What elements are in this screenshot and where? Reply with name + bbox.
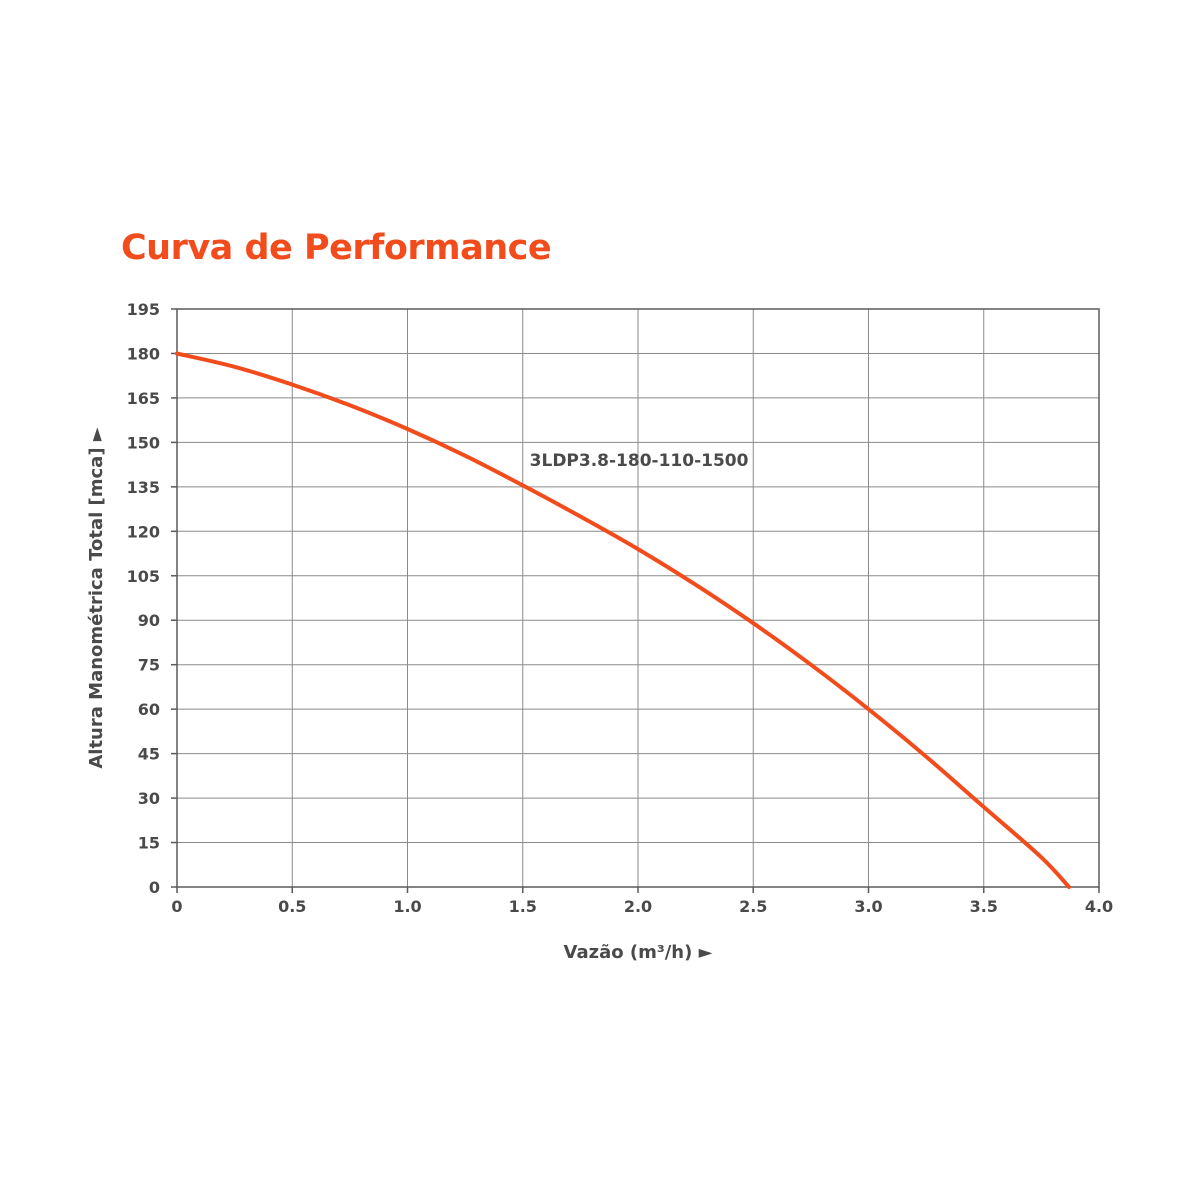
x-axis-ticks: 0 0.5 1.0 1.5 2.0 2.5 3.0 3.5 4.0 xyxy=(171,887,1113,916)
x-tick-label-3: 1.5 xyxy=(509,897,537,916)
x-axis-label: Vazão (m³/h) ► xyxy=(564,942,713,963)
x-tick-label-7: 3.5 xyxy=(970,897,998,916)
x-tick-label-2: 1.0 xyxy=(393,897,421,916)
y-tick-label-6: 90 xyxy=(138,611,160,630)
x-tick-label-6: 3.0 xyxy=(854,897,882,916)
y-tick-label-12: 180 xyxy=(127,344,160,363)
x-tick-label-5: 2.5 xyxy=(739,897,767,916)
x-tick-label-1: 0.5 xyxy=(278,897,306,916)
x-tick-label-8: 4.0 xyxy=(1085,897,1113,916)
y-tick-label-2: 30 xyxy=(138,789,160,808)
y-tick-label-0: 0 xyxy=(149,878,160,897)
y-tick-label-5: 75 xyxy=(138,656,160,675)
grid xyxy=(176,308,1100,888)
y-tick-label-11: 165 xyxy=(127,389,160,408)
series-label: 3LDP3.8-180-110-1500 xyxy=(530,451,749,471)
y-tick-label-9: 135 xyxy=(127,478,160,497)
plot-frame xyxy=(176,308,1100,888)
y-tick-label-7: 105 xyxy=(127,567,160,586)
y-tick-label-3: 45 xyxy=(138,745,160,764)
y-axis-label: Altura Manométrica Total [mca] ► xyxy=(86,427,107,768)
x-tick-label-4: 2.0 xyxy=(624,897,652,916)
x-tick-label-0: 0 xyxy=(171,897,182,916)
y-tick-label-13: 195 xyxy=(127,300,160,319)
y-axis-ticks: 0 15 30 45 60 75 90 105 120 135 150 165 180 195 xyxy=(127,300,177,897)
y-tick-label-4: 60 xyxy=(138,700,160,719)
y-tick-label-10: 150 xyxy=(127,433,160,452)
chart-title: Curva de Performance xyxy=(121,228,552,268)
y-tick-label-1: 15 xyxy=(138,834,160,853)
series-line xyxy=(175,351,1071,889)
y-tick-label-8: 120 xyxy=(127,522,160,541)
